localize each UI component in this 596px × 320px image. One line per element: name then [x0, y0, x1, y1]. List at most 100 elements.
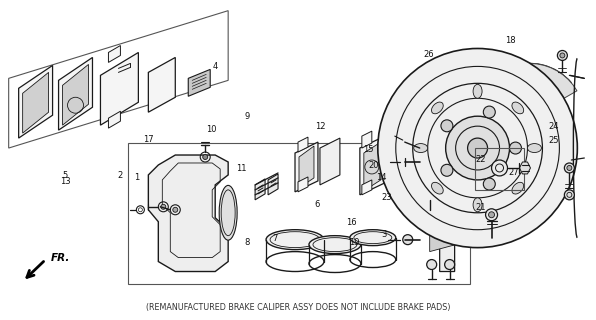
Polygon shape [388, 130, 412, 188]
Polygon shape [474, 63, 577, 173]
Circle shape [489, 212, 495, 218]
Circle shape [508, 128, 515, 134]
Polygon shape [298, 137, 308, 152]
Ellipse shape [414, 144, 428, 153]
Polygon shape [101, 52, 138, 125]
Circle shape [483, 178, 495, 190]
Circle shape [486, 209, 498, 221]
Circle shape [403, 139, 411, 147]
Ellipse shape [473, 84, 482, 98]
Circle shape [403, 157, 413, 167]
Circle shape [492, 160, 508, 176]
Circle shape [446, 116, 510, 180]
Polygon shape [360, 136, 385, 195]
Ellipse shape [350, 230, 396, 246]
Text: (REMANUFACTURED BRAKE CALIPER ASSY DOES NOT INCLUDE BRAKE PADS): (REMANUFACTURED BRAKE CALIPER ASSY DOES … [146, 303, 450, 312]
Text: 18: 18 [505, 36, 516, 45]
Circle shape [425, 190, 434, 200]
Ellipse shape [473, 198, 482, 212]
Text: 21: 21 [476, 203, 486, 212]
Text: 10: 10 [207, 125, 217, 134]
Text: 15: 15 [363, 145, 374, 154]
Circle shape [510, 142, 522, 154]
Text: 4: 4 [212, 61, 218, 70]
Circle shape [533, 94, 540, 101]
Ellipse shape [309, 236, 361, 253]
Text: 19: 19 [349, 238, 360, 247]
Polygon shape [148, 155, 228, 271]
Text: 3: 3 [381, 230, 387, 239]
Text: 8: 8 [245, 238, 250, 247]
Text: 22: 22 [476, 155, 486, 164]
Polygon shape [255, 179, 265, 200]
Polygon shape [295, 142, 318, 192]
Circle shape [564, 190, 575, 200]
Circle shape [445, 260, 455, 269]
Text: 25: 25 [548, 136, 559, 145]
Polygon shape [430, 143, 455, 170]
Text: 2: 2 [117, 171, 122, 180]
Text: 5: 5 [63, 171, 67, 180]
Polygon shape [364, 142, 381, 191]
Text: 7: 7 [273, 234, 278, 243]
Text: 17: 17 [143, 135, 154, 144]
Polygon shape [63, 64, 88, 125]
Text: 11: 11 [236, 164, 247, 173]
Text: 27: 27 [508, 168, 519, 177]
Circle shape [378, 49, 578, 248]
Polygon shape [108, 45, 120, 62]
Circle shape [441, 120, 453, 132]
Bar [474, 148, 524, 190]
Ellipse shape [219, 185, 237, 240]
Text: 9: 9 [245, 112, 250, 121]
Polygon shape [298, 177, 308, 192]
Polygon shape [18, 65, 52, 138]
Polygon shape [108, 111, 120, 128]
Text: 14: 14 [376, 173, 386, 182]
Polygon shape [362, 180, 372, 195]
Polygon shape [23, 72, 49, 133]
Text: 16: 16 [346, 218, 357, 227]
Text: 6: 6 [314, 200, 319, 209]
Ellipse shape [432, 182, 443, 194]
Ellipse shape [527, 144, 541, 153]
Polygon shape [299, 146, 314, 188]
Text: 1: 1 [134, 173, 139, 182]
Circle shape [564, 163, 575, 173]
Circle shape [161, 204, 166, 209]
Circle shape [560, 53, 565, 58]
Polygon shape [418, 142, 468, 271]
Text: 23: 23 [382, 193, 393, 202]
Ellipse shape [432, 102, 443, 114]
Polygon shape [188, 69, 210, 96]
Circle shape [567, 165, 572, 171]
Ellipse shape [266, 230, 324, 250]
Text: 13: 13 [60, 177, 70, 186]
Text: 12: 12 [315, 122, 326, 131]
Polygon shape [148, 58, 175, 112]
Text: FR.: FR. [51, 252, 70, 263]
Circle shape [483, 106, 495, 118]
Circle shape [441, 164, 453, 176]
Circle shape [173, 207, 178, 212]
Ellipse shape [512, 102, 524, 114]
Circle shape [523, 112, 535, 124]
Polygon shape [362, 131, 372, 148]
Text: 24: 24 [548, 122, 559, 131]
Text: 20: 20 [369, 161, 380, 170]
Polygon shape [268, 174, 278, 195]
Circle shape [557, 51, 567, 60]
Polygon shape [520, 162, 530, 174]
Polygon shape [58, 58, 92, 130]
Circle shape [468, 138, 488, 158]
Text: 26: 26 [424, 50, 434, 59]
Circle shape [203, 155, 208, 159]
Ellipse shape [512, 182, 524, 194]
Circle shape [427, 260, 437, 269]
Circle shape [501, 90, 557, 146]
Polygon shape [320, 138, 340, 185]
Polygon shape [430, 225, 455, 252]
Circle shape [548, 115, 555, 122]
Circle shape [403, 235, 413, 244]
Circle shape [508, 102, 515, 109]
